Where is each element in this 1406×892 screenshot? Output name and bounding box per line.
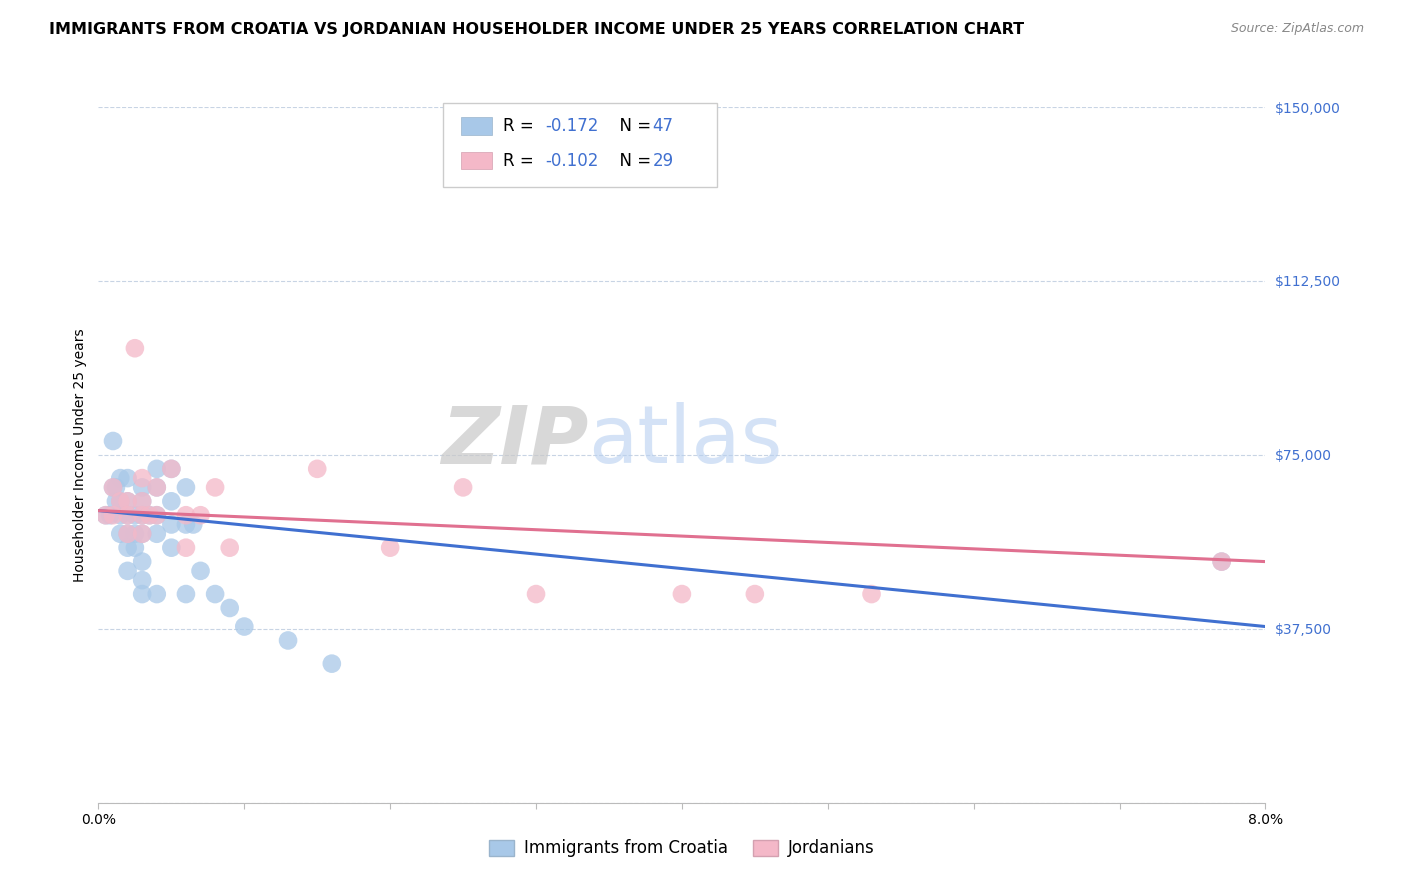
- Point: [117, 471, 139, 485]
- Point: [1211, 555, 1233, 569]
- Point: [160, 517, 183, 532]
- Point: [110, 471, 132, 485]
- Point: [160, 462, 183, 476]
- Point: [110, 494, 132, 508]
- Point: [204, 480, 226, 494]
- Point: [131, 471, 153, 485]
- Point: [110, 526, 132, 541]
- Point: [233, 619, 256, 633]
- Point: [110, 508, 132, 523]
- Text: IMMIGRANTS FROM CROATIA VS JORDANIAN HOUSEHOLDER INCOME UNDER 25 YEARS CORRELATI: IMMIGRANTS FROM CROATIA VS JORDANIAN HOU…: [49, 22, 1025, 37]
- Point: [124, 508, 146, 523]
- Point: [117, 508, 139, 523]
- Point: [138, 508, 160, 523]
- Point: [146, 526, 169, 541]
- Point: [124, 341, 146, 355]
- Point: [524, 587, 547, 601]
- Point: [174, 587, 197, 601]
- Point: [146, 508, 169, 523]
- Text: R =: R =: [503, 152, 540, 169]
- Point: [94, 508, 117, 523]
- Legend: Immigrants from Croatia, Jordanians: Immigrants from Croatia, Jordanians: [482, 833, 882, 864]
- Point: [131, 494, 153, 508]
- Text: 47: 47: [652, 117, 673, 135]
- Text: Source: ZipAtlas.com: Source: ZipAtlas.com: [1230, 22, 1364, 36]
- Point: [277, 633, 299, 648]
- Point: [101, 508, 124, 523]
- Point: [146, 587, 169, 601]
- Point: [860, 587, 883, 601]
- Point: [117, 508, 139, 523]
- Point: [117, 526, 139, 541]
- Point: [131, 526, 153, 541]
- Point: [160, 541, 183, 555]
- Point: [101, 434, 124, 448]
- Point: [744, 587, 766, 601]
- Point: [131, 480, 153, 494]
- Point: [218, 541, 240, 555]
- Text: N =: N =: [609, 152, 657, 169]
- Point: [307, 462, 329, 476]
- Point: [204, 587, 226, 601]
- Point: [131, 587, 153, 601]
- Y-axis label: Householder Income Under 25 years: Householder Income Under 25 years: [73, 328, 87, 582]
- Point: [117, 564, 139, 578]
- Point: [174, 541, 197, 555]
- Point: [190, 508, 212, 523]
- Point: [174, 480, 197, 494]
- Text: R =: R =: [503, 117, 540, 135]
- Point: [671, 587, 693, 601]
- Point: [190, 564, 212, 578]
- Point: [160, 462, 183, 476]
- Point: [117, 494, 139, 508]
- Point: [451, 480, 474, 494]
- Point: [117, 526, 139, 541]
- Point: [146, 462, 169, 476]
- Point: [146, 480, 169, 494]
- Text: -0.102: -0.102: [546, 152, 599, 169]
- Point: [98, 508, 121, 523]
- Text: atlas: atlas: [589, 402, 783, 480]
- Point: [218, 601, 240, 615]
- Point: [131, 494, 153, 508]
- Point: [117, 541, 139, 555]
- Point: [131, 508, 153, 523]
- Point: [146, 508, 169, 523]
- Point: [117, 494, 139, 508]
- Text: 29: 29: [652, 152, 673, 169]
- Point: [160, 494, 183, 508]
- Point: [94, 508, 117, 523]
- Point: [146, 480, 169, 494]
- Point: [321, 657, 343, 671]
- Point: [131, 508, 153, 523]
- Point: [124, 526, 146, 541]
- Point: [131, 526, 153, 541]
- Point: [380, 541, 402, 555]
- Point: [174, 508, 197, 523]
- Point: [174, 517, 197, 532]
- Text: ZIP: ZIP: [441, 402, 589, 480]
- Text: N =: N =: [609, 117, 657, 135]
- Point: [138, 508, 160, 523]
- Point: [131, 573, 153, 587]
- Text: -0.172: -0.172: [546, 117, 599, 135]
- Point: [131, 555, 153, 569]
- Point: [104, 494, 127, 508]
- Point: [124, 541, 146, 555]
- Point: [110, 494, 132, 508]
- Point: [104, 480, 127, 494]
- Point: [101, 480, 124, 494]
- Point: [101, 480, 124, 494]
- Point: [1211, 555, 1233, 569]
- Point: [181, 517, 204, 532]
